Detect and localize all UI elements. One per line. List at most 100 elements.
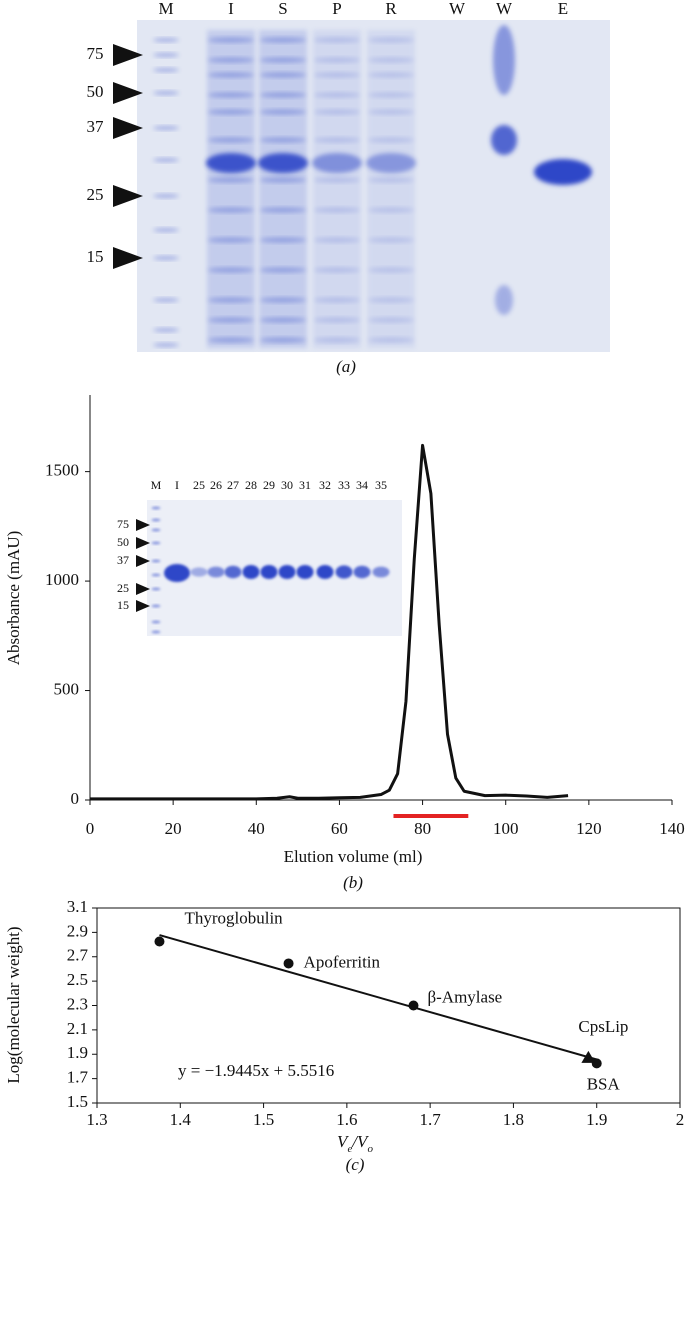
- x-tick-label: 40: [248, 819, 265, 838]
- band: [296, 565, 314, 579]
- band: [314, 109, 360, 115]
- caption: (c): [346, 1155, 365, 1174]
- marker-arrow: [113, 247, 143, 269]
- point: [581, 1050, 596, 1063]
- band: [151, 506, 161, 510]
- x-tick-label: 1.9: [586, 1110, 607, 1129]
- point: [408, 1000, 419, 1011]
- lane-label: I: [228, 0, 234, 18]
- marker-arrow: [113, 185, 143, 207]
- lane-label: R: [385, 0, 397, 18]
- y-axis-label: Absorbance (mAU): [4, 531, 23, 666]
- band: [368, 72, 414, 78]
- band: [260, 92, 306, 98]
- x-axis-label-part: e: [347, 1143, 352, 1155]
- lane-label: P: [332, 0, 341, 18]
- y-tick-label: 2.1: [67, 1019, 88, 1038]
- band: [208, 317, 254, 323]
- band: [368, 317, 414, 323]
- inset-lane-label: 30: [281, 478, 293, 492]
- band: [208, 72, 254, 78]
- band: [151, 604, 161, 608]
- inset-lane-label: 34: [356, 478, 368, 492]
- marker-arrow: [113, 82, 143, 104]
- band: [314, 297, 360, 303]
- x-tick-label: 1.3: [86, 1110, 107, 1129]
- band: [208, 92, 254, 98]
- band: [224, 565, 242, 579]
- band: [372, 566, 390, 578]
- band: [314, 317, 360, 323]
- band: [206, 153, 256, 173]
- band: [151, 573, 161, 577]
- inset-marker-label: 50: [117, 535, 129, 549]
- y-tick-label: 2.3: [67, 994, 88, 1013]
- band: [153, 91, 179, 95]
- band: [316, 565, 334, 579]
- band: [153, 343, 179, 347]
- band: [260, 72, 306, 78]
- band: [208, 337, 254, 343]
- band: [368, 37, 414, 43]
- inset-lane-label: 27: [227, 478, 239, 492]
- x-tick-label: 120: [576, 819, 602, 838]
- band: [353, 565, 371, 579]
- x-tick-label: 140: [659, 819, 685, 838]
- marker-label: 37: [87, 117, 105, 136]
- marker-arrow: [113, 44, 143, 66]
- band: [314, 177, 360, 183]
- band: [366, 153, 416, 173]
- point-label: CpsLip: [578, 1017, 628, 1036]
- band: [312, 153, 362, 173]
- band: [153, 298, 179, 302]
- y-tick-label: 1500: [45, 461, 79, 480]
- x-tick-label: 1.7: [420, 1110, 442, 1129]
- y-tick-label: 2.7: [67, 946, 89, 965]
- band: [260, 37, 306, 43]
- band: [151, 620, 161, 624]
- band: [368, 57, 414, 63]
- band: [258, 153, 308, 173]
- y-tick-label: 1000: [45, 570, 79, 589]
- band: [208, 109, 254, 115]
- x-tick-label: 1.5: [253, 1110, 274, 1129]
- y-tick-label: 1.5: [67, 1092, 88, 1111]
- x-tick-label: 1.8: [503, 1110, 524, 1129]
- band: [260, 177, 306, 183]
- band: [260, 565, 278, 579]
- band: [153, 256, 179, 260]
- band: [314, 137, 360, 143]
- x-tick-label: 1.6: [336, 1110, 357, 1129]
- point-label: Thyroglobulin: [184, 908, 283, 927]
- x-tick-label: 60: [331, 819, 348, 838]
- lane-smear: [207, 30, 255, 348]
- inset-lane-label: M: [151, 478, 162, 492]
- x-axis-label-part: /V: [351, 1132, 370, 1151]
- band: [368, 92, 414, 98]
- band: [190, 567, 208, 577]
- band: [153, 68, 179, 72]
- band: [368, 297, 414, 303]
- band: [278, 565, 296, 579]
- band: [260, 207, 306, 213]
- point: [154, 936, 165, 947]
- inset-marker-label: 75: [117, 517, 129, 531]
- y-tick-label: 1.9: [67, 1043, 88, 1062]
- band: [368, 267, 414, 273]
- x-tick-label: 0: [86, 819, 95, 838]
- band: [260, 317, 306, 323]
- x-tick-label: 2: [676, 1110, 685, 1129]
- point-label: β-Amylase: [427, 987, 502, 1006]
- band: [314, 337, 360, 343]
- x-axis-label-part: V: [337, 1132, 350, 1151]
- fit-line: [159, 934, 597, 1061]
- band: [153, 158, 179, 162]
- band: [314, 92, 360, 98]
- band: [260, 109, 306, 115]
- band: [260, 267, 306, 273]
- y-tick-label: 500: [54, 679, 80, 698]
- band: [164, 564, 190, 582]
- lane-label: W: [449, 0, 466, 18]
- band: [314, 207, 360, 213]
